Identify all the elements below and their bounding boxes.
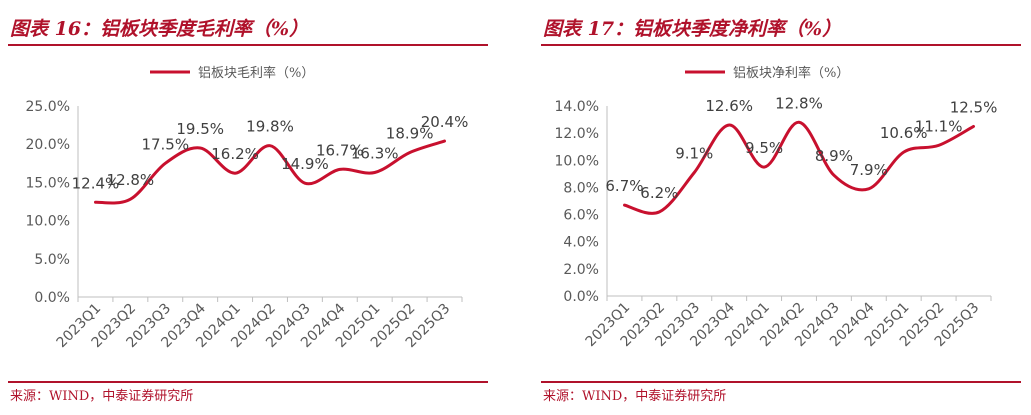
series-line [623, 120, 975, 215]
y-tick-label: 10.0% [555, 153, 599, 169]
y-tick-label: 4.0% [563, 235, 599, 251]
chart-panel-net-margin: 图表 17：铝板块季度净利率（%） 铝板块净利率（%） 0.0% 2.0% 4.0% 6… [533, 0, 1031, 415]
chart-title: 图表 16：铝板块季度毛利率（%） [10, 18, 309, 40]
series-line [94, 139, 446, 205]
chart-panel-gross-margin: 图表 16：铝板块季度毛利率（%） 铝板块毛利率（%） 0.0% 5.0% 10.0%… [0, 0, 495, 415]
data-label: 12.6% [705, 97, 753, 115]
source-divider [541, 381, 1021, 383]
y-tick-label: 6.0% [563, 208, 599, 224]
data-label: 17.5% [141, 135, 189, 153]
legend-label: 铝板块净利率（%） [733, 65, 849, 81]
data-label: 6.2% [640, 184, 678, 202]
y-tick-label: 0.0% [34, 290, 70, 306]
data-label: 14.9% [281, 155, 329, 173]
data-label: 20.4% [421, 113, 469, 131]
source-note: 来源：WIND，中泰证券研究所 [543, 389, 727, 404]
data-label: 6.7% [605, 177, 643, 195]
data-label: 7.9% [850, 161, 888, 179]
source-divider [8, 381, 488, 383]
y-tick-label: 10.0% [26, 214, 70, 230]
legend-label: 铝板块毛利率（%） [198, 65, 314, 81]
y-tick-label: 5.0% [34, 252, 70, 268]
data-label: 9.1% [675, 145, 713, 163]
data-label: 12.8% [775, 94, 823, 112]
net-margin-line-chart: 铝板块净利率（%） 0.0% 2.0% 4.0% 6.0% 8.0% 10.0% 12.0% 1… [555, 65, 998, 350]
data-label: 16.2% [211, 145, 259, 163]
data-label: 12.8% [107, 171, 155, 189]
gross-margin-line-chart: 铝板块毛利率（%）0.0%5.0%10.0%15.0%20.0%25.0%202… [26, 65, 469, 351]
chart-title: 图表 17：铝板块季度净利率（%） [543, 18, 842, 40]
y-tick-label: 12.0% [555, 126, 599, 142]
source-note: 来源：WIND，中泰证券研究所 [10, 389, 194, 404]
data-label: 9.5% [745, 139, 783, 157]
y-tick-label: 25.0% [26, 99, 70, 115]
y-tick-label: 20.0% [26, 137, 70, 153]
title-divider [541, 44, 1021, 46]
y-tick-label: 0.0% [563, 289, 599, 305]
y-tick-label: 15.0% [26, 175, 70, 191]
data-label: 19.5% [176, 120, 224, 138]
y-tick-label: 14.0% [555, 99, 599, 115]
data-label: 16.3% [351, 144, 399, 162]
data-label: 19.8% [246, 118, 294, 136]
data-label: 16.7% [316, 141, 364, 159]
y-tick-label: 8.0% [563, 180, 599, 196]
y-tick-label: 2.0% [563, 262, 599, 278]
data-label: 10.6% [880, 124, 928, 142]
data-label: 12.5% [950, 98, 998, 116]
data-label: 18.9% [386, 125, 434, 143]
data-label: 11.1% [915, 117, 963, 135]
title-divider [8, 44, 488, 46]
data-label: 12.4% [72, 174, 120, 192]
data-label: 8.9% [815, 147, 853, 165]
